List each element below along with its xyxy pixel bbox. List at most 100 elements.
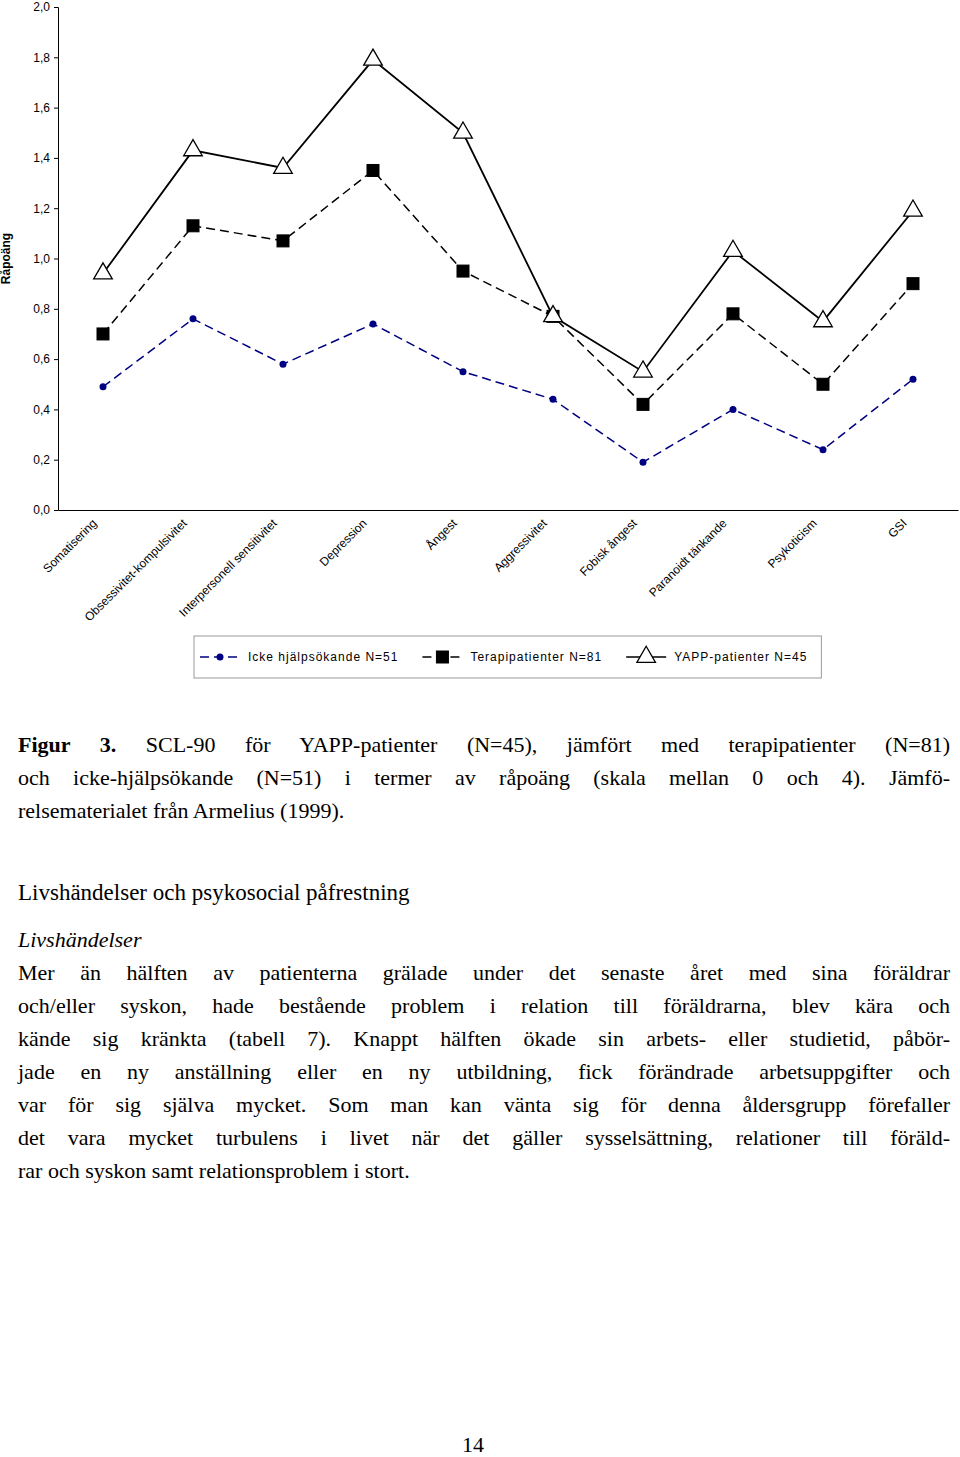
y-tick-mark [54, 460, 58, 461]
x-tick-label: Interpersonell sensitivitet [176, 516, 280, 620]
y-tick: 0,8 [33, 302, 58, 316]
y-tick: 0,6 [33, 352, 58, 366]
data-point [907, 278, 919, 290]
data-point [634, 361, 653, 377]
legend: Icke hjälpsökande N=51 Terapipatienter N=… [194, 636, 821, 678]
x-tick: Somatisering [40, 510, 103, 576]
paragraph-line: var för sig själva mycket. Som man kan v… [18, 1088, 950, 1121]
y-tick-mark [54, 359, 58, 360]
legend-label: Icke hjälpsökande N=51 [248, 650, 398, 664]
y-tick: 1,6 [33, 101, 58, 115]
legend-label: YAPP-patienter N=45 [674, 650, 807, 664]
y-tick: 1,4 [33, 151, 58, 165]
data-point [184, 140, 203, 156]
section-heading: Livshändelser och psykosocial påfrestnin… [18, 876, 950, 909]
caption-line: relsematerialet från Armelius (1999). [18, 794, 950, 827]
x-tick: Obsessivitet-kompulsivitet [82, 510, 194, 624]
x-tick-label: Fobisk ångest [577, 516, 640, 579]
y-tick-label: 1,0 [33, 252, 50, 266]
y-tick-mark [54, 259, 58, 260]
y-tick-label: 0,0 [33, 503, 50, 517]
x-tick-label: Ångest [423, 515, 460, 552]
x-axis-line [59, 510, 959, 511]
data-point [544, 306, 563, 322]
y-tick-mark [54, 309, 58, 310]
y-axis-title: Råpoäng [0, 233, 13, 284]
legend-item: YAPP-patienter N=45 [626, 646, 807, 664]
data-point [274, 157, 293, 173]
data-point [637, 398, 649, 410]
x-tick-label: Obsessivitet-kompulsivitet [82, 516, 190, 624]
x-tick-label: Paranoidt tänkande [646, 516, 730, 600]
paragraph-line: jade en ny anställning eller en ny utbil… [18, 1055, 950, 1088]
x-tick: Aggressivitet [491, 510, 553, 575]
data-point [100, 383, 107, 390]
paragraph-line: det vara mycket turbulens i livet när de… [18, 1121, 950, 1154]
x-tick: Fobisk ångest [577, 510, 644, 579]
y-axis-line [54, 8, 59, 511]
data-point [910, 376, 917, 383]
series-line [103, 60, 913, 372]
x-tick: Depression [317, 510, 374, 569]
data-point [640, 459, 647, 466]
data-point [364, 49, 383, 65]
data-point [724, 240, 743, 256]
y-tick: 0,4 [33, 403, 58, 417]
y-tick-mark [54, 409, 58, 410]
x-tick-label: Aggressivitet [491, 516, 550, 575]
data-point [814, 311, 833, 327]
data-point [277, 235, 289, 247]
y-tick: 0,0 [33, 503, 58, 517]
y-tick: 1,0 [33, 252, 58, 266]
x-tick-label: Depression [317, 516, 370, 569]
x-tick-label: Somatisering [40, 516, 99, 575]
x-tick: Ångest [423, 510, 464, 553]
caption-text: SCL-90 för YAPP-patienter (N=45), jämför… [146, 732, 950, 757]
plot-area [94, 49, 923, 466]
series-line [103, 170, 913, 404]
y-tick: 1,8 [33, 51, 58, 65]
caption-text: relsematerialet från Armelius (1999). [18, 798, 344, 823]
y-tick-label: 0,4 [33, 403, 50, 417]
y-tick-label: 1,6 [33, 101, 50, 115]
y-tick-mark [54, 108, 58, 109]
y-tick-label: 1,4 [33, 151, 50, 165]
data-point [280, 361, 287, 368]
page-number: 14 [0, 1428, 946, 1457]
y-tick-label: 1,2 [33, 202, 50, 216]
y-axis: 0,0 0,2 0,4 0,6 0,8 1,0 1,2 1,4 1,6 1,8 2,0 [33, 0, 58, 517]
data-point [727, 308, 739, 320]
y-tick-mark [54, 57, 58, 58]
x-tick-label: GSI [885, 516, 910, 541]
legend-item: Icke hjälpsökande N=51 [200, 650, 398, 664]
caption-line: Figur 3. SCL-90 för YAPP-patienter (N=45… [18, 728, 950, 761]
data-point [730, 406, 737, 413]
data-point [460, 368, 467, 375]
chart: 0,0 0,2 0,4 0,6 0,8 1,0 1,2 1,4 1,6 1,8 2,0 Råpoäng… [0, 0, 960, 690]
x-tick: Psykoticism [765, 510, 824, 571]
y-tick-label: 0,2 [33, 453, 50, 467]
caption-line: och icke-hjälpsökande (N=51) i termer av… [18, 761, 950, 794]
legend-box [194, 636, 821, 678]
x-axis: SomatiseringObsessivitet-kompulsivitetIn… [40, 510, 958, 624]
y-tick-mark [54, 510, 58, 511]
y-tick-label: 2,0 [33, 0, 50, 14]
legend-marker [436, 651, 448, 663]
data-point [190, 315, 197, 322]
legend-label: Terapipatienter N=81 [470, 650, 602, 664]
caption-text: och icke-hjälpsökande (N=51) i termer av… [18, 765, 950, 790]
legend-item: Terapipatienter N=81 [422, 650, 602, 664]
y-tick-mark [54, 158, 58, 159]
y-tick-mark [54, 208, 58, 209]
y-tick: 2,0 [33, 0, 58, 14]
y-tick-label: 0,6 [33, 352, 50, 366]
data-point [367, 164, 379, 176]
paragraph-line: rar och syskon samt relationsproblem i s… [18, 1154, 950, 1187]
subsection-heading: Livshändelser [18, 923, 950, 956]
legend-marker [637, 646, 656, 662]
data-point [187, 220, 199, 232]
data-point [817, 378, 829, 390]
paragraph-line: Mer än hälften av patienterna grälade un… [18, 956, 950, 989]
data-point [94, 263, 113, 279]
y-tick: 1,2 [33, 202, 58, 216]
